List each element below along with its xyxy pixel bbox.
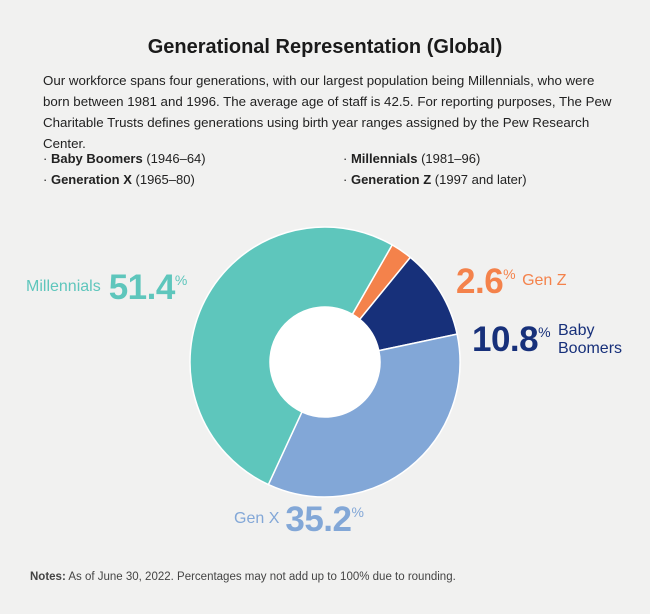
- percent-sign: %: [538, 324, 551, 340]
- definition-name: Baby Boomers: [50, 151, 143, 166]
- label-gen-x: Gen X 35.2%: [234, 500, 364, 540]
- definition-millennials: · Millennials (1981–96): [343, 148, 527, 169]
- value-gen-z: 2.6: [456, 262, 504, 301]
- definition-bullet: ·: [343, 151, 348, 166]
- definition-name: Generation X: [50, 172, 132, 187]
- notes-label: Notes:: [30, 571, 66, 583]
- label-gen-z: 2.6% Gen Z: [456, 262, 567, 302]
- definition-bullet: ·: [43, 151, 48, 166]
- name-gen-z: Gen Z: [522, 272, 567, 289]
- donut-hole: [270, 307, 380, 417]
- definition-generation-x: · Generation X (1965–80): [43, 169, 206, 190]
- percent-sign: %: [503, 266, 516, 282]
- intro-paragraph: Our workforce spans four generations, wi…: [43, 73, 612, 151]
- definition-generation-z: · Generation Z (1997 and later): [343, 169, 527, 190]
- definition-bullet: ·: [43, 172, 48, 187]
- value-millennials: 51.4: [108, 268, 176, 307]
- notes: Notes: As of June 30, 2022. Percentages …: [30, 571, 456, 583]
- definition-name: Millennials: [350, 151, 418, 166]
- definition-range: (1981–96): [421, 151, 481, 166]
- definitions-left-column: · Baby Boomers (1946–64) · Generation X …: [43, 148, 206, 190]
- definition-baby-boomers: · Baby Boomers (1946–64): [43, 148, 206, 169]
- definition-range: (1997 and later): [434, 172, 527, 187]
- definition-bullet: ·: [343, 172, 348, 187]
- value-gen-x: 35.2: [285, 500, 352, 539]
- percent-sign: %: [351, 504, 364, 520]
- value-baby-boomers: 10.8: [472, 320, 539, 359]
- label-millennials: Millennials 51.4%: [26, 268, 187, 308]
- definition-name: Generation Z: [350, 172, 432, 187]
- notes-text: As of June 30, 2022. Percentages may not…: [68, 571, 456, 583]
- label-baby-boomers: 10.8%: [472, 320, 551, 360]
- name-millennials: Millennials: [26, 278, 101, 295]
- percent-sign: %: [174, 272, 188, 288]
- name-baby-boomers: Baby Boomers: [558, 322, 623, 357]
- definitions-right-column: · Millennials (1981–96) · Generation Z (…: [343, 148, 527, 190]
- definition-range: (1965–80): [135, 172, 195, 187]
- name-gen-x: Gen X: [234, 510, 280, 527]
- page-title: Generational Representation (Global): [147, 36, 503, 58]
- definition-range: (1946–64): [146, 151, 206, 166]
